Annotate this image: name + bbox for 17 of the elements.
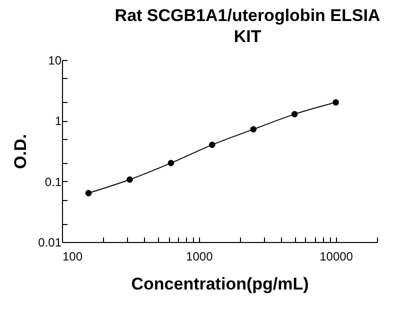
y-tick-label: 0.1 bbox=[44, 174, 62, 189]
point bbox=[126, 176, 133, 183]
point bbox=[332, 99, 339, 106]
y-tick-label: 10 bbox=[48, 54, 62, 68]
x-tick-label: 100 bbox=[62, 250, 83, 264]
point bbox=[291, 111, 298, 118]
chart-title: Rat SCGB1A1/uteroglobin ELSIA KIT bbox=[114, 6, 380, 46]
x-tick-label: 1000 bbox=[186, 250, 214, 264]
point bbox=[168, 160, 174, 166]
y-axis-title: O.D. bbox=[11, 134, 30, 169]
point bbox=[85, 190, 92, 196]
point bbox=[250, 126, 257, 132]
x-axis-title: Concentration(pg/mL) bbox=[131, 274, 309, 294]
y-tick-label: 1 bbox=[54, 114, 62, 128]
x-tick-label: 10000 bbox=[320, 250, 354, 264]
point bbox=[209, 142, 216, 148]
y-tick-label: 0.01 bbox=[38, 236, 62, 250]
